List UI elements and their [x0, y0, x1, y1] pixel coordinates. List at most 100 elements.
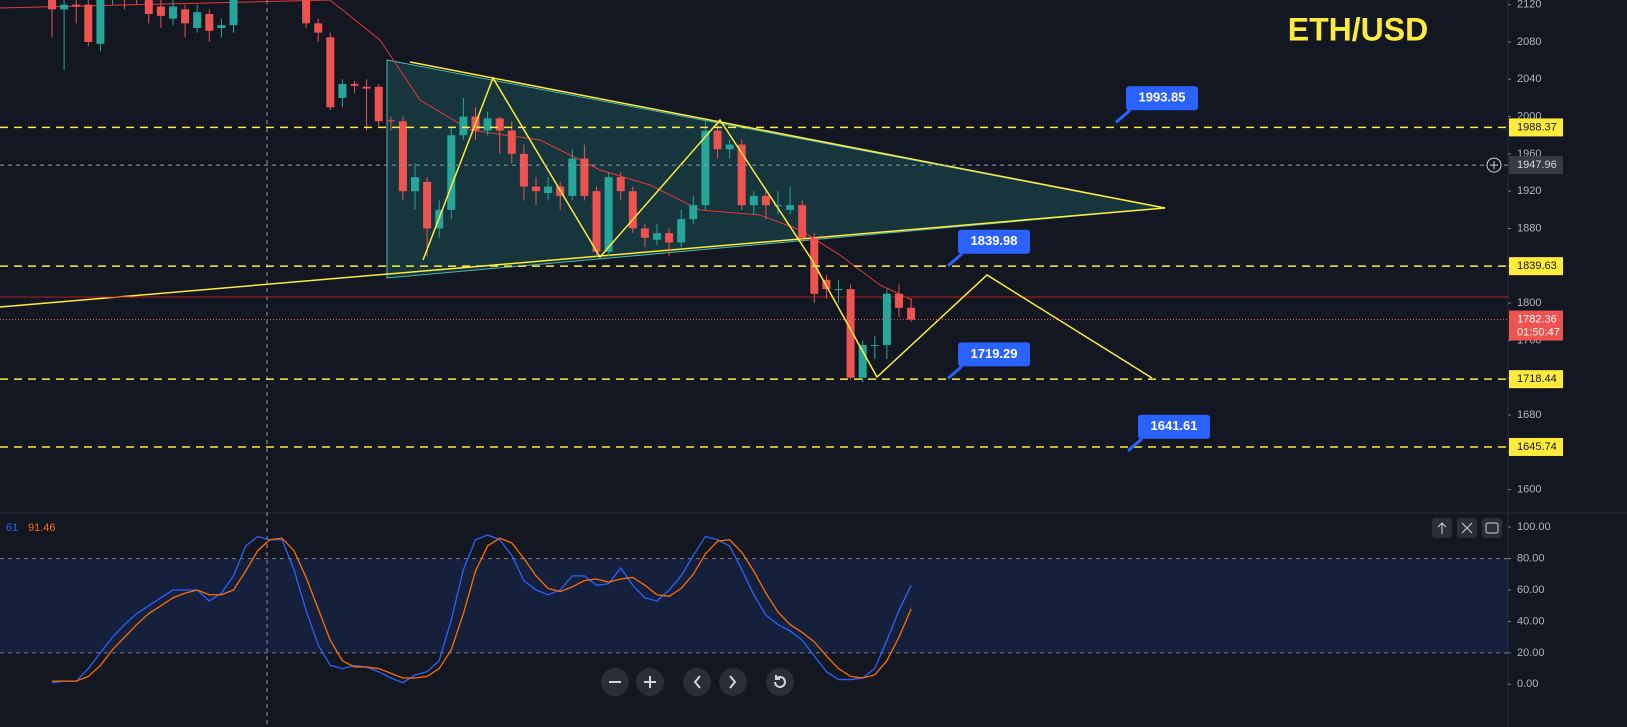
candle-body: [895, 293, 903, 308]
y2-tick-label: 20.00: [1517, 647, 1545, 659]
level-label: 1988.37: [1517, 121, 1557, 133]
stoch-band: [0, 558, 1508, 653]
candle-body: [495, 118, 504, 131]
level-box: [1509, 118, 1563, 137]
candle-body: [786, 205, 795, 210]
candle-body: [144, 0, 153, 14]
y-tick-label: 1920: [1517, 185, 1541, 197]
candle-body: [532, 186, 540, 192]
y-tick-label: 2120: [1517, 0, 1541, 11]
candle-body: [907, 307, 916, 320]
candle-body: [350, 83, 359, 86]
candle-body: [398, 121, 407, 192]
icon: [1485, 522, 1499, 534]
candle-body: [411, 177, 419, 192]
stoch-pane: [0, 534, 1508, 684]
candle-body: [870, 345, 879, 347]
candle-body: [181, 9, 190, 24]
level-label: 1839.63: [1517, 260, 1557, 272]
y2-tick-label: 60.00: [1517, 584, 1545, 596]
y-tick-label: 2040: [1517, 73, 1541, 85]
y-tick-label: 1800: [1517, 297, 1541, 309]
icon: [644, 676, 656, 688]
candle-body: [580, 158, 589, 196]
lower-trendline: [0, 207, 1166, 308]
candle-body: [677, 219, 686, 243]
candle-body: [846, 289, 855, 378]
stoch-d-value: 91.46: [28, 522, 56, 534]
candle-body: [640, 228, 649, 238]
callout-box: [1138, 414, 1210, 439]
icon: [729, 675, 737, 689]
chart-title: ETH/USD: [1288, 11, 1428, 47]
candle-body: [834, 289, 843, 291]
candle-body: [519, 153, 528, 187]
y-tick-label: 1680: [1517, 409, 1541, 421]
crosshair-price-box: [1509, 156, 1563, 175]
candle-body: [326, 37, 335, 108]
level-label: 1645.74: [1517, 441, 1557, 453]
y2-tick-label: 0.00: [1517, 678, 1538, 690]
candle-body: [483, 118, 492, 131]
candle-body: [761, 195, 770, 206]
candle-body: [374, 86, 383, 122]
callout-label: 1993.85: [1139, 90, 1186, 105]
zigzag-projection: [422, 76, 1153, 379]
level-label: 1718.44: [1517, 373, 1557, 385]
callout-box: [958, 229, 1030, 254]
candle-body: [205, 13, 214, 31]
y-tick-label: 2080: [1517, 36, 1541, 48]
candle-body: [798, 205, 807, 238]
upper-trendline: [409, 61, 1166, 209]
candle-body: [544, 186, 553, 194]
scroll-right-button[interactable]: [719, 668, 747, 696]
scroll-left-button[interactable]: [683, 668, 711, 696]
candle-body: [737, 144, 746, 206]
candle-body: [169, 6, 177, 19]
candle-body: [568, 158, 577, 196]
callout-label: 1641.61: [1151, 418, 1198, 433]
candle-body: [96, 0, 105, 44]
callout-label: 1719.29: [971, 346, 1018, 361]
candle-body: [774, 205, 782, 207]
reset-button[interactable]: [766, 668, 794, 696]
level-box: [1509, 437, 1563, 456]
pane-controls: [1432, 518, 1502, 538]
moving-average: [0, 0, 913, 301]
toolbar: [601, 668, 794, 696]
y-tick-label: 1600: [1517, 484, 1541, 496]
candle-body: [882, 293, 891, 346]
candle-body: [653, 233, 661, 240]
candle-body: [362, 86, 371, 89]
countdown-label: 01:50:47: [1517, 326, 1560, 338]
main-pane: [0, 0, 1508, 383]
candle-body: [72, 4, 81, 7]
candle-body: [665, 233, 674, 243]
callout-pointer: [1115, 109, 1131, 124]
last-price-label: 1782.36: [1517, 313, 1557, 325]
candle-body: [314, 23, 323, 33]
candle-body: [749, 195, 758, 206]
maximize-button[interactable]: [1482, 518, 1502, 538]
candle-body: [48, 0, 56, 10]
crosshair-price-label: 1947.96: [1517, 159, 1557, 171]
stoch-k-value: 61: [6, 522, 18, 534]
candle-body: [459, 116, 468, 136]
y2-tick-label: 40.00: [1517, 615, 1545, 627]
y-tick-label: 1880: [1517, 222, 1541, 234]
candle-body: [229, 0, 238, 26]
callout-pointer: [1127, 437, 1143, 452]
icon: [1461, 522, 1473, 534]
candle-body: [60, 4, 69, 10]
last-price-box: [1509, 310, 1563, 341]
candle-body: [725, 144, 734, 150]
candle-body: [701, 130, 710, 206]
icon: [1490, 161, 1498, 170]
candle-body: [628, 191, 637, 229]
callout-box: [958, 342, 1030, 367]
candle-body: [386, 120, 395, 122]
candle-body: [689, 205, 698, 220]
candle-body: [616, 177, 625, 192]
callout-pointer: [947, 252, 963, 267]
